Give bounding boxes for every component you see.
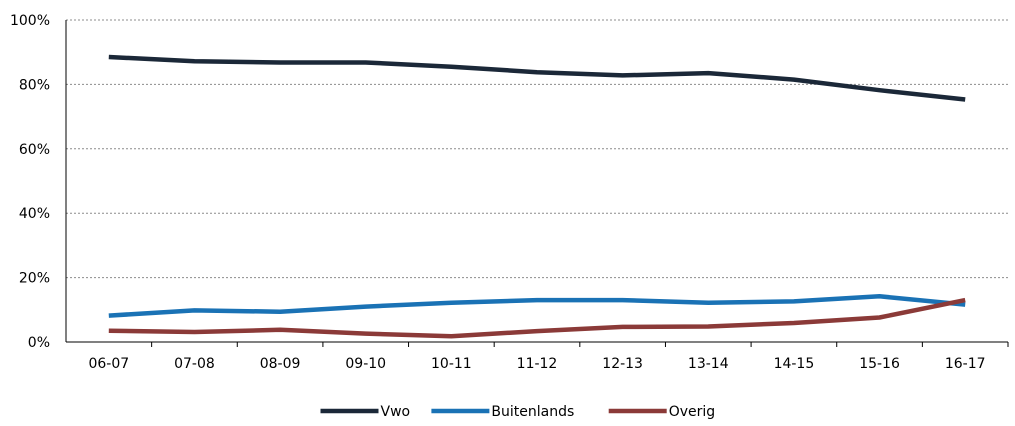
series-lines xyxy=(108,54,966,339)
x-tick-label: 16-17 xyxy=(945,356,986,372)
y-tick-label: 0% xyxy=(28,335,50,351)
series-line-vwo xyxy=(108,54,966,102)
x-tick-label: 06-07 xyxy=(88,356,129,372)
legend-label: Overig xyxy=(669,404,715,420)
y-tick-label: 100% xyxy=(10,13,50,29)
axes xyxy=(65,20,1009,347)
y-tick-label: 60% xyxy=(19,142,50,158)
x-tick-label: 07-08 xyxy=(174,356,215,372)
legend-label: Vwo xyxy=(381,404,411,420)
y-tick-label: 20% xyxy=(19,271,50,287)
legend-item-buitenlands: Buitenlands xyxy=(431,404,574,420)
y-tick-label: 80% xyxy=(19,77,50,93)
legend-item-vwo: Vwo xyxy=(320,404,411,420)
x-tick-label: 08-09 xyxy=(260,356,301,372)
y-axis-tick-labels: 0% 20% 40% 60% 80% 100% xyxy=(10,13,50,351)
legend-label: Buitenlands xyxy=(491,404,574,420)
y-tick-label: 40% xyxy=(19,206,50,222)
legend-item-overig: Overig xyxy=(608,404,715,420)
x-tick-label: 11-12 xyxy=(517,356,558,372)
x-tick-label: 12-13 xyxy=(602,356,643,372)
x-tick-label: 09-10 xyxy=(345,356,386,372)
gridlines xyxy=(66,19,1008,279)
series-line-overig xyxy=(108,297,966,339)
x-tick-label: 15-16 xyxy=(859,356,900,372)
x-tick-label: 14-15 xyxy=(774,356,815,372)
legend: Vwo Buitenlands Overig xyxy=(320,404,715,420)
x-tick-label: 13-14 xyxy=(688,356,729,372)
series-line-buitenlands xyxy=(108,294,966,318)
x-tick-label: 10-11 xyxy=(431,356,472,372)
x-axis-tick-labels: 06-07 07-08 08-09 09-10 10-11 11-12 12-13 13-14… xyxy=(88,356,985,372)
